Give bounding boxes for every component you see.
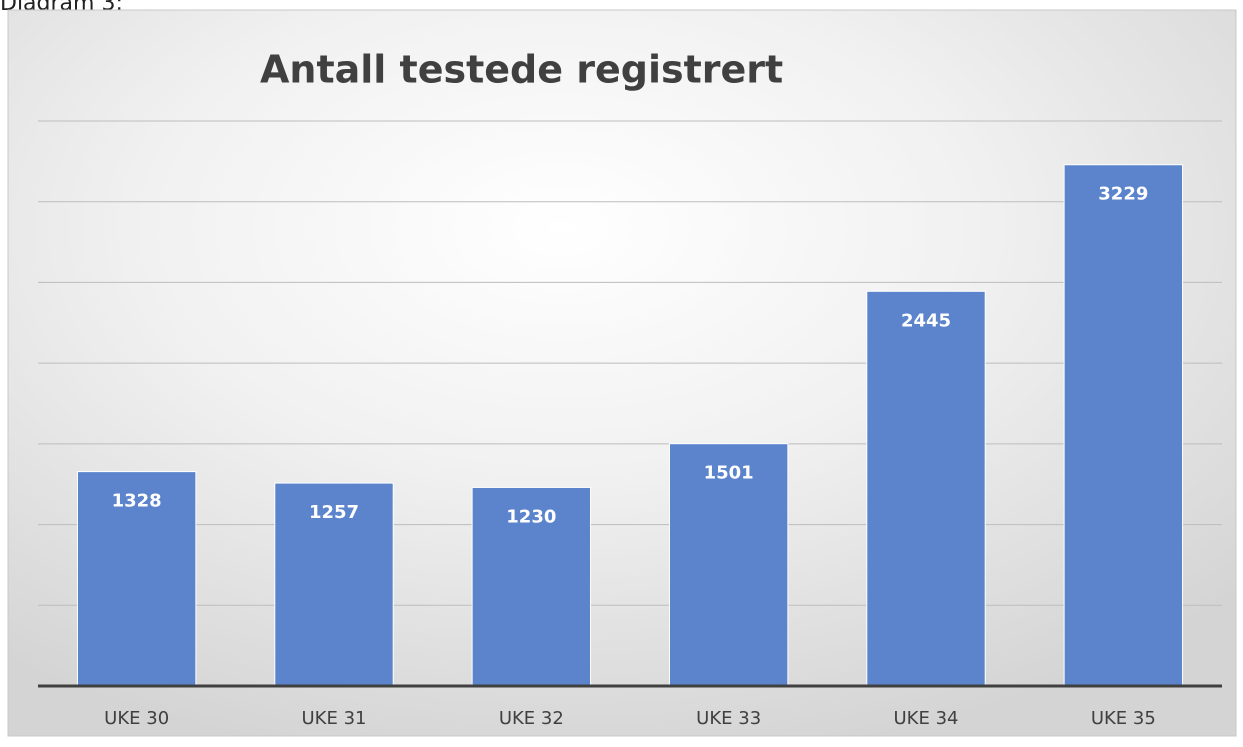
x-tick-label: UKE 31: [302, 708, 367, 729]
data-label: 1328: [112, 491, 162, 512]
x-tick-label: UKE 34: [894, 708, 959, 729]
x-tick-label: UKE 32: [499, 708, 564, 729]
chart-title: Antall testede registrert: [260, 48, 783, 92]
x-tick-label: UKE 35: [1091, 708, 1156, 729]
bar: [866, 290, 986, 687]
bar: [668, 443, 789, 687]
bar: [274, 482, 394, 687]
data-label: 1257: [309, 502, 359, 523]
data-label: 1501: [704, 463, 754, 484]
bar: [471, 486, 592, 687]
bar: [76, 471, 197, 687]
x-tick-label: UKE 33: [696, 708, 761, 729]
x-tick-label: UKE 30: [104, 708, 169, 729]
data-label: 1230: [506, 506, 556, 527]
data-label: 2445: [901, 310, 951, 331]
bar: [1063, 164, 1184, 687]
chart-frame: [7, 9, 1237, 737]
data-label: 3229: [1098, 184, 1148, 205]
